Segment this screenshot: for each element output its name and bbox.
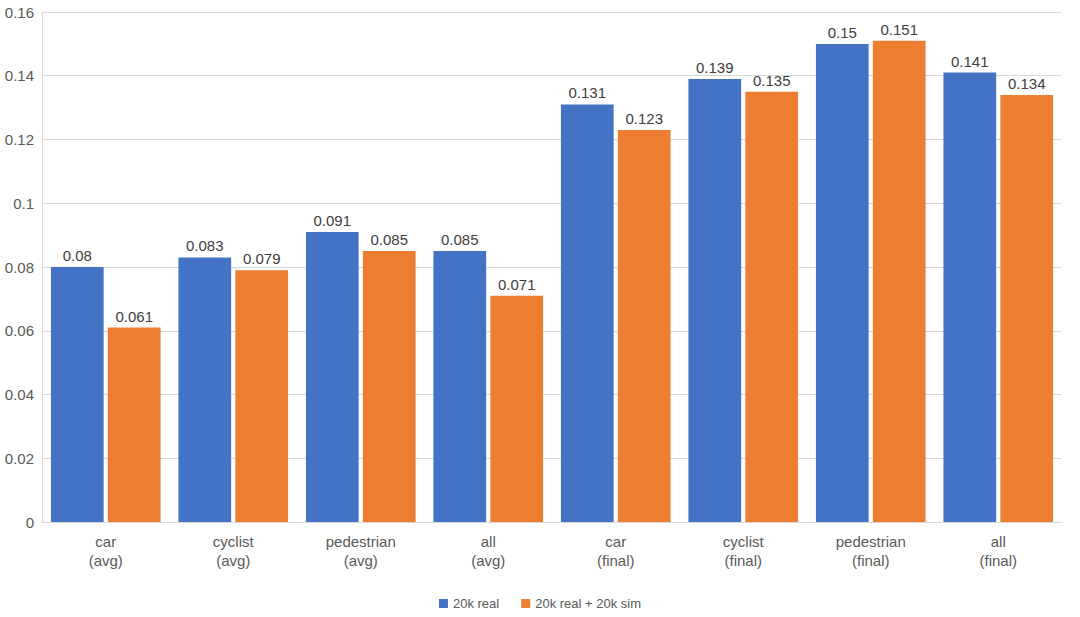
svg-text:0.061: 0.061 (115, 308, 153, 325)
svg-text:0.085: 0.085 (370, 231, 408, 248)
svg-text:20k real: 20k real (453, 596, 499, 611)
svg-text:0.1: 0.1 (13, 195, 34, 212)
svg-text:cyclist: cyclist (723, 533, 765, 550)
svg-text:0.04: 0.04 (5, 386, 34, 403)
svg-text:all: all (991, 533, 1006, 550)
svg-text:car: car (605, 533, 626, 550)
svg-text:0.134: 0.134 (1008, 75, 1046, 92)
svg-text:0.151: 0.151 (880, 21, 918, 38)
svg-text:0.131: 0.131 (569, 84, 607, 101)
svg-text:(final): (final) (597, 552, 635, 569)
svg-text:0.16: 0.16 (5, 4, 34, 21)
svg-text:0.08: 0.08 (63, 247, 92, 264)
svg-text:0: 0 (26, 514, 34, 531)
svg-text:0.15: 0.15 (828, 24, 857, 41)
svg-text:0.091: 0.091 (314, 212, 352, 229)
svg-text:all: all (481, 533, 496, 550)
svg-text:cyclist: cyclist (213, 533, 255, 550)
svg-text:0.083: 0.083 (186, 237, 224, 254)
svg-text:0.02: 0.02 (5, 450, 34, 467)
svg-text:0.071: 0.071 (498, 276, 536, 293)
svg-text:0.123: 0.123 (625, 110, 663, 127)
svg-text:0.079: 0.079 (243, 250, 281, 267)
svg-text:(avg): (avg) (216, 552, 250, 569)
svg-text:0.08: 0.08 (5, 259, 34, 276)
svg-text:0.085: 0.085 (441, 231, 479, 248)
svg-text:0.14: 0.14 (5, 67, 34, 84)
svg-text:(final): (final) (979, 552, 1017, 569)
svg-text:car: car (95, 533, 116, 550)
svg-text:20k real + 20k sim: 20k real + 20k sim (535, 596, 641, 611)
svg-text:0.06: 0.06 (5, 322, 34, 339)
svg-text:pedestrian: pedestrian (836, 533, 906, 550)
svg-text:(final): (final) (852, 552, 890, 569)
svg-text:(final): (final) (724, 552, 762, 569)
svg-text:0.141: 0.141 (951, 53, 989, 70)
svg-text:0.139: 0.139 (696, 59, 734, 76)
svg-text:(avg): (avg) (344, 552, 378, 569)
svg-text:0.12: 0.12 (5, 131, 34, 148)
svg-text:(avg): (avg) (89, 552, 123, 569)
svg-text:(avg): (avg) (471, 552, 505, 569)
svg-text:0.135: 0.135 (753, 72, 791, 89)
svg-text:pedestrian: pedestrian (326, 533, 396, 550)
